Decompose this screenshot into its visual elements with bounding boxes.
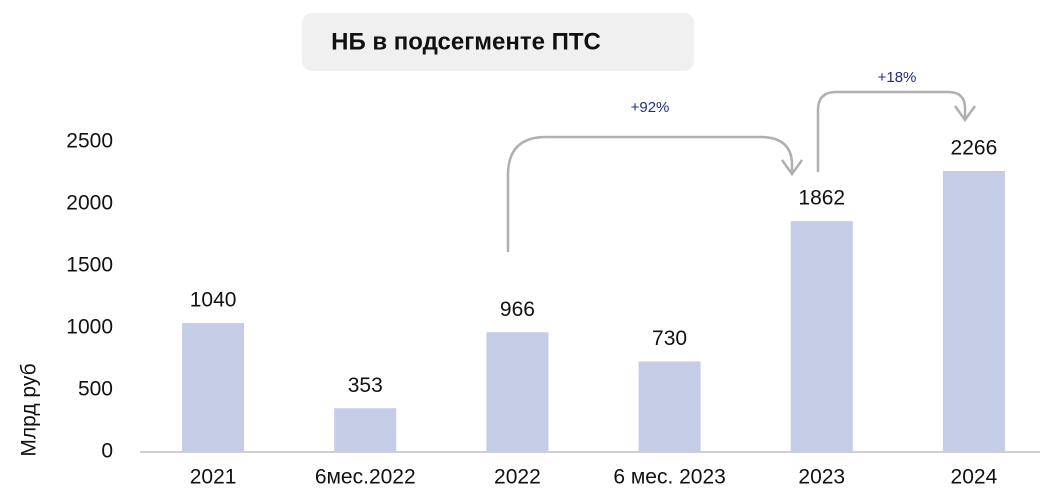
bar bbox=[942, 171, 1005, 453]
x-tick-label: 2021 bbox=[190, 466, 237, 489]
x-tick-label: 6 мес. 2023 bbox=[613, 466, 726, 489]
y-tick-label: 1500 bbox=[66, 254, 113, 277]
data-label: 966 bbox=[500, 298, 535, 321]
arrow-head bbox=[780, 159, 804, 177]
y-tick-label: 0 bbox=[101, 440, 113, 463]
y-tick-label: 2500 bbox=[66, 130, 113, 153]
y-axis-label: Млрд руб bbox=[18, 363, 41, 456]
arrow-head bbox=[953, 105, 977, 123]
bar bbox=[334, 408, 397, 452]
x-tick-label: 2024 bbox=[951, 466, 998, 489]
y-tick-label: 1000 bbox=[66, 316, 113, 339]
bar bbox=[638, 361, 701, 452]
data-label: 353 bbox=[348, 374, 383, 397]
arrow bbox=[506, 135, 794, 252]
data-label: 730 bbox=[652, 327, 687, 350]
arrow bbox=[816, 90, 967, 172]
bar bbox=[486, 332, 549, 452]
title-box bbox=[302, 13, 694, 71]
bar bbox=[790, 221, 853, 452]
annotation: +18% bbox=[878, 69, 917, 86]
y-tick-label: 2000 bbox=[66, 192, 113, 215]
data-label: 1862 bbox=[798, 187, 845, 210]
x-tick-label: 2023 bbox=[798, 466, 845, 489]
x-tick-label: 6мес.2022 bbox=[315, 466, 416, 489]
bar bbox=[182, 323, 245, 452]
data-label: 1040 bbox=[190, 289, 237, 312]
annotation: +92% bbox=[631, 99, 670, 116]
y-tick-label: 500 bbox=[78, 378, 113, 401]
chart-title: НБ в подсегменте ПТС bbox=[331, 28, 601, 55]
data-label: 2266 bbox=[951, 137, 998, 160]
x-tick-label: 2022 bbox=[494, 466, 541, 489]
